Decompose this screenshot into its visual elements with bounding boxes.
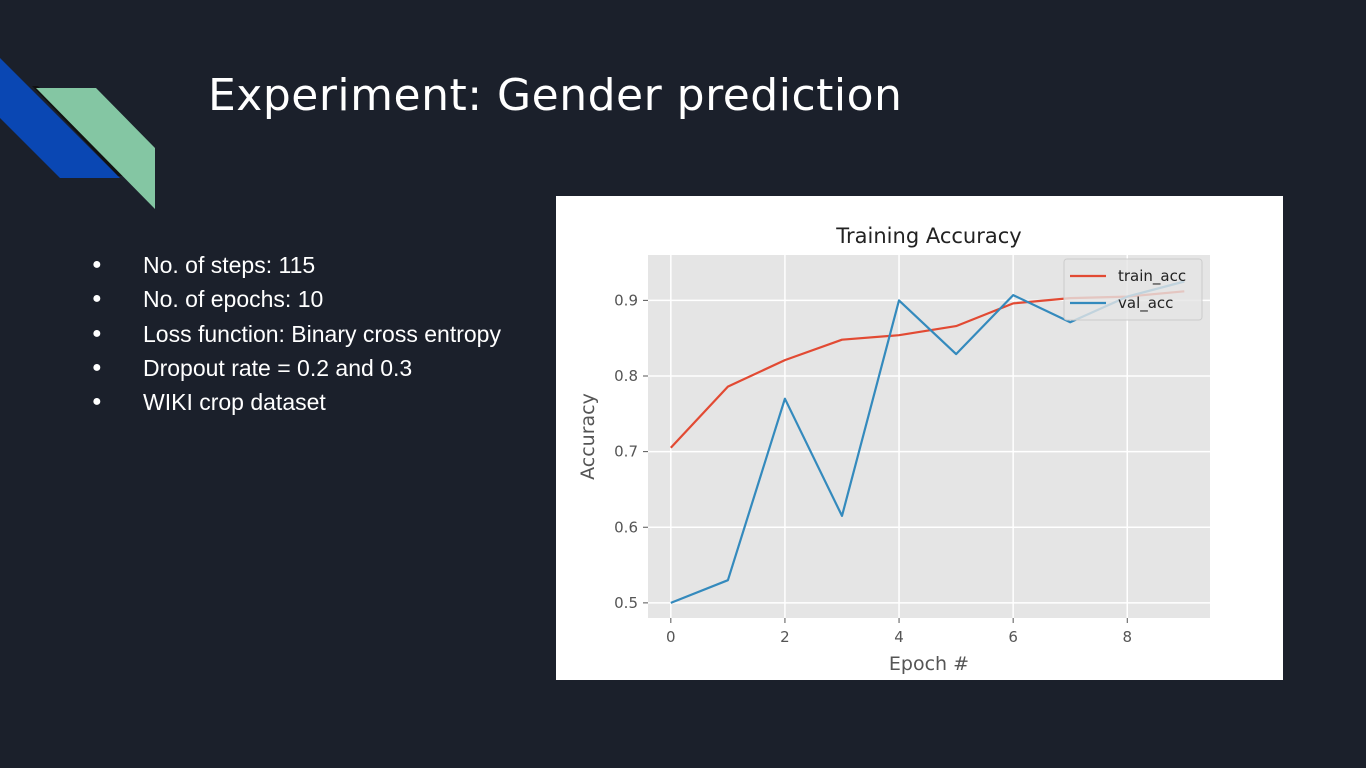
accuracy-chart: 0 2 4 6 8 0.5 0.6 0.7 0.8 0.9 Training Accuracy E… bbox=[577, 224, 1210, 675]
x-axis-label: Epoch # bbox=[889, 653, 969, 675]
y-tick-label: 0.6 bbox=[614, 518, 638, 536]
y-tick-label: 0.5 bbox=[614, 594, 638, 612]
y-tick-label: 0.7 bbox=[614, 443, 638, 461]
bullet-text: Dropout rate = 0.2 and 0.3 bbox=[143, 354, 413, 381]
bullet-item: ● No. of steps: 115 bbox=[92, 248, 501, 282]
x-tick-label: 4 bbox=[894, 628, 904, 646]
bullet-item: ● No. of epochs: 10 bbox=[92, 282, 501, 316]
y-tick-label: 0.8 bbox=[614, 367, 638, 385]
bullet-dot: ● bbox=[92, 358, 102, 376]
x-tick-label: 6 bbox=[1008, 628, 1018, 646]
x-tick-label: 2 bbox=[780, 628, 790, 646]
bullet-item: ● Dropout rate = 0.2 and 0.3 bbox=[92, 351, 501, 385]
bullet-dot: ● bbox=[92, 324, 102, 342]
legend: train_acc val_acc bbox=[1063, 258, 1203, 321]
legend-label-train-acc: train_acc bbox=[1118, 267, 1186, 286]
x-tick-label: 8 bbox=[1122, 628, 1132, 646]
chart-image: 0 2 4 6 8 0.5 0.6 0.7 0.8 0.9 Training Accuracy E… bbox=[556, 196, 1283, 680]
chart-title: Training Accuracy bbox=[835, 224, 1021, 248]
legend-frame bbox=[1063, 258, 1203, 321]
corner-decoration bbox=[0, 58, 155, 209]
bullet-list: ● No. of steps: 115 ● No. of epochs: 10 ● L… bbox=[92, 248, 501, 419]
bullet-dot: ● bbox=[92, 290, 102, 308]
slide-title: Experiment: Gender prediction bbox=[208, 70, 903, 121]
grid-lines bbox=[643, 255, 1210, 623]
legend-label-val-acc: val_acc bbox=[1118, 294, 1173, 313]
bullet-item: ● WIKI crop dataset bbox=[92, 385, 501, 419]
deco-blue-stripe bbox=[0, 58, 120, 178]
bullet-item: ● Loss function: Binary cross entropy bbox=[92, 317, 501, 351]
x-tick-label: 0 bbox=[666, 628, 676, 646]
y-tick-label: 0.9 bbox=[614, 291, 638, 309]
bullet-dot: ● bbox=[92, 256, 102, 273]
bullet-text: Loss function: Binary cross entropy bbox=[143, 320, 501, 347]
deco-green-stripe bbox=[36, 88, 155, 209]
bullet-dot: ● bbox=[92, 393, 102, 411]
bullet-text: WIKI crop dataset bbox=[143, 389, 326, 416]
bullet-text: No. of epochs: 10 bbox=[143, 286, 324, 313]
tick-labels: 0 2 4 6 8 0.5 0.6 0.7 0.8 0.9 bbox=[614, 291, 1132, 646]
bullet-text: No. of steps: 115 bbox=[143, 252, 316, 278]
y-axis-label: Accuracy bbox=[577, 393, 599, 480]
